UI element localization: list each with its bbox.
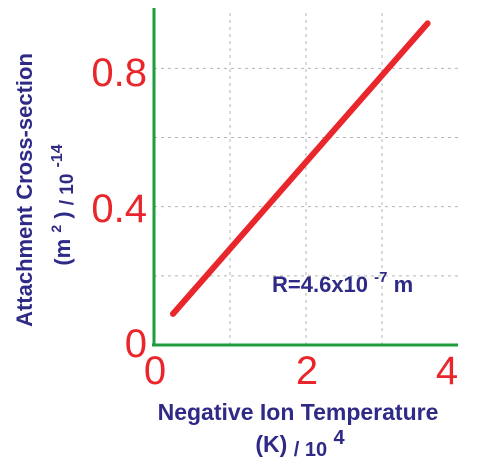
x-axis-label: Negative Ion Temperature bbox=[158, 399, 439, 425]
series-lines bbox=[170, 20, 431, 317]
x-scale-base: / 10 bbox=[294, 439, 327, 461]
annotation-exponent: -7 bbox=[374, 269, 387, 286]
y-tick-label: 0 bbox=[125, 322, 147, 366]
annotation-text: R=4.6x10 -7 m bbox=[272, 262, 413, 297]
y-unit-end: ) bbox=[50, 211, 75, 218]
x-tick-label: 0 bbox=[144, 349, 166, 393]
x-tick-label: 4 bbox=[436, 349, 458, 393]
y-scale-exponent: -14 bbox=[49, 144, 66, 167]
fit-line bbox=[170, 20, 431, 317]
y-tick-label: 0.8 bbox=[91, 51, 147, 95]
y-axis-label: Attachment Cross-section bbox=[12, 53, 37, 327]
y-axis-unit: (m 2 ) / 10 -14 bbox=[41, 144, 78, 265]
x-unit: (K) bbox=[255, 431, 287, 457]
y-unit-base: (m bbox=[50, 239, 75, 266]
x-scale-exponent: 4 bbox=[333, 427, 345, 449]
tick-labels: 0 0.4 0.8 0 2 4 bbox=[91, 51, 458, 393]
x-tick-label: 2 bbox=[296, 349, 318, 393]
annotation-end: m bbox=[394, 272, 414, 297]
y-tick-label: 0.4 bbox=[91, 187, 147, 231]
y-unit-exponent: 2 bbox=[48, 225, 64, 233]
annotation-base: R=4.6x10 bbox=[272, 272, 368, 297]
y-scale-base: / 10 bbox=[57, 174, 78, 206]
x-axis-unit: (K) / 10 4 bbox=[255, 427, 345, 461]
